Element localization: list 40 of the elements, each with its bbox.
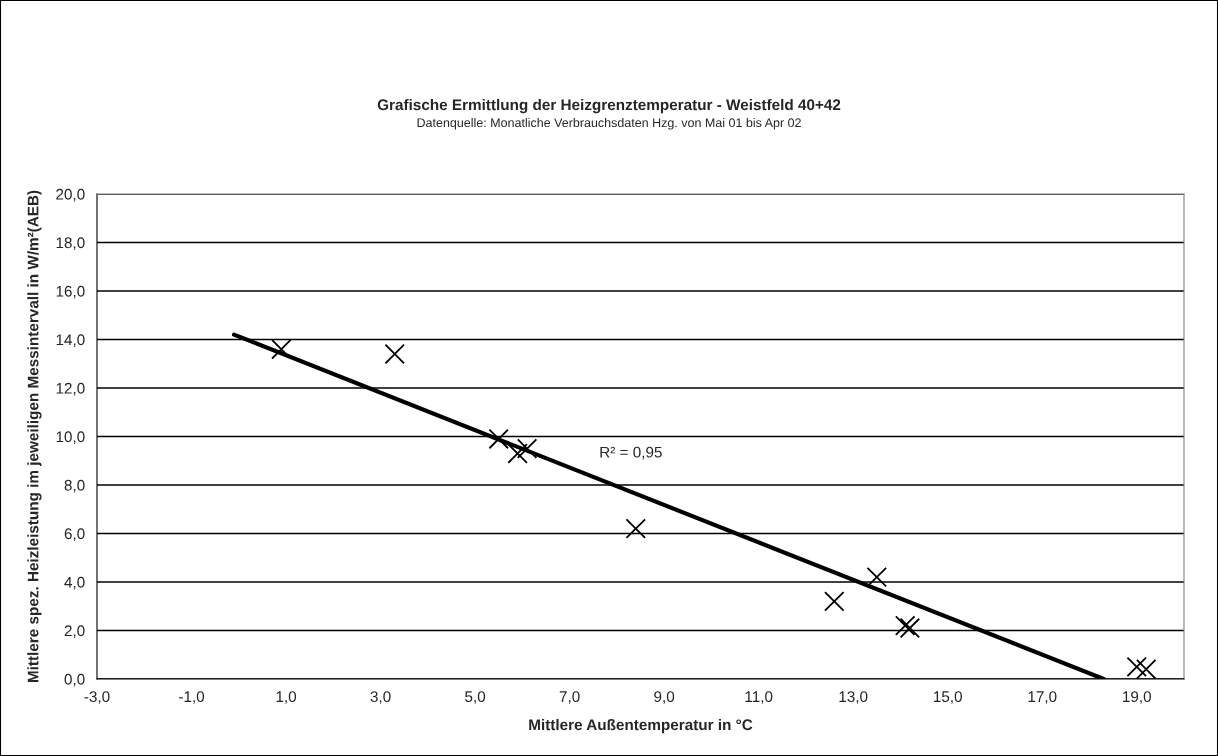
y-tick-label: 6,0 xyxy=(64,528,85,541)
x-tick-label: 7,0 xyxy=(559,691,580,704)
x-tick-label: 5,0 xyxy=(465,691,486,704)
x-axis-title: Mittlere Außentemperatur in °C xyxy=(529,718,753,734)
x-tick-label: 9,0 xyxy=(654,691,675,704)
x-tick-label: 19,0 xyxy=(1123,691,1152,704)
point xyxy=(507,443,528,464)
point xyxy=(866,566,888,588)
y-tick-label: 10,0 xyxy=(56,431,85,444)
x-tick-label: 13,0 xyxy=(839,691,868,704)
x-tick-label: 17,0 xyxy=(1028,691,1057,704)
y-tick-label: 18,0 xyxy=(56,237,85,250)
point xyxy=(625,518,646,539)
x-tick-label: 15,0 xyxy=(933,691,962,704)
x-tick-label: 1,0 xyxy=(276,691,297,704)
y-axis-title: Mittlere spez. Heizleistung im jeweiligen Messintervall in W/m²(AEB) xyxy=(27,190,42,683)
point xyxy=(516,438,538,459)
point xyxy=(488,428,509,450)
y-tick-label: 16,0 xyxy=(56,285,85,299)
chart-title: Grafische Ermittlung der Heizgrenztemperatur - Weistfeld 40+42 xyxy=(377,98,841,114)
x-tick-label: 11,0 xyxy=(745,691,773,704)
y-tick-label: 2,0 xyxy=(64,625,85,638)
point xyxy=(824,591,845,612)
y-tick-label: 20,0 xyxy=(56,188,85,202)
point xyxy=(1135,659,1157,679)
point xyxy=(271,338,292,360)
point xyxy=(1126,656,1147,678)
y-tick-label: 4,0 xyxy=(64,576,85,590)
x-tick-label: 3,0 xyxy=(370,691,391,704)
annotation: R² = 0,95 xyxy=(600,446,662,460)
y-tick-label: 8,0 xyxy=(64,479,85,493)
y-tick-label: 12,0 xyxy=(56,382,85,396)
x-tick-label: -1,0 xyxy=(179,691,205,704)
chart-subtitle: Datenquelle: Monatliche Verbrauchsdaten Hzg. von Mai 01 bis Apr 02 xyxy=(417,117,801,130)
y-tick-label: 14,0 xyxy=(56,334,85,347)
point xyxy=(899,617,921,639)
x-tick-label: -3,0 xyxy=(84,691,110,704)
y-tick-label: 0,0 xyxy=(64,673,85,687)
point xyxy=(384,343,405,365)
point xyxy=(894,615,916,636)
